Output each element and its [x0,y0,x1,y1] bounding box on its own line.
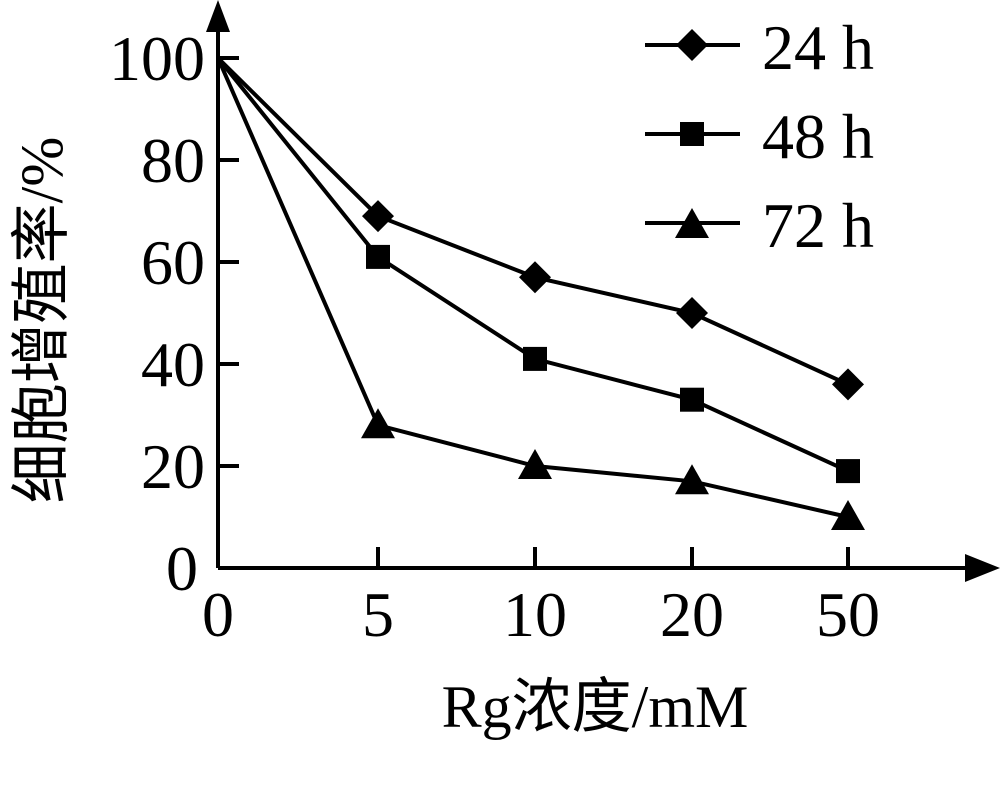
legend-item-72h: 72 h [645,190,874,261]
square-marker-icon [366,244,390,269]
diamond-marker-icon [676,297,708,329]
x-tick-label: 10 [503,579,567,650]
y-tick-label: 100 [109,23,205,94]
square-marker-icon [836,459,860,484]
x-tick-label: 50 [816,579,880,650]
triangle-marker-icon [518,449,552,479]
y-axis-title: 细胞增殖率/% [9,137,75,504]
y-tick-label: 20 [141,431,205,502]
series-layer [216,56,865,530]
y-tick-label: 60 [141,227,205,298]
x-tick-label: 0 [202,579,234,650]
series-line [216,56,849,387]
legend-item-24h: 24 h [645,12,874,83]
y-tick-label: 0 [166,533,198,604]
legend-item-48h: 48 h [645,101,874,172]
legend-label: 72 h [762,190,874,261]
x-tick-label: 5 [362,579,394,650]
legend: 24 h 48 h 72 h [645,12,874,261]
x-axis-title: Rg浓度/mM [442,674,749,740]
legend-label: 24 h [762,12,874,83]
triangle-marker-icon [361,408,395,439]
x-axis-arrow-icon [965,554,1000,582]
series-48h [216,56,860,484]
series-24h [216,56,864,401]
square-marker-icon [680,122,704,146]
diamond-marker-icon [832,368,864,401]
square-marker-icon [680,387,704,412]
diamond-marker-icon [676,29,708,61]
legend-label: 48 h [762,101,874,172]
x-tick-label: 20 [660,579,724,650]
triangle-marker-icon [675,464,709,495]
y-tick-label: 80 [141,125,205,196]
y-tick-label: 40 [141,329,205,400]
axes: 0 20 40 60 80 100 0 5 10 20 50 [109,0,1000,650]
diamond-marker-icon [519,261,551,294]
triangle-marker-icon [831,500,865,530]
diamond-marker-icon [362,200,394,233]
series-72h [216,57,865,530]
y-axis-arrow-icon [206,0,230,32]
square-marker-icon [523,346,547,371]
triangle-marker-icon [675,208,709,238]
